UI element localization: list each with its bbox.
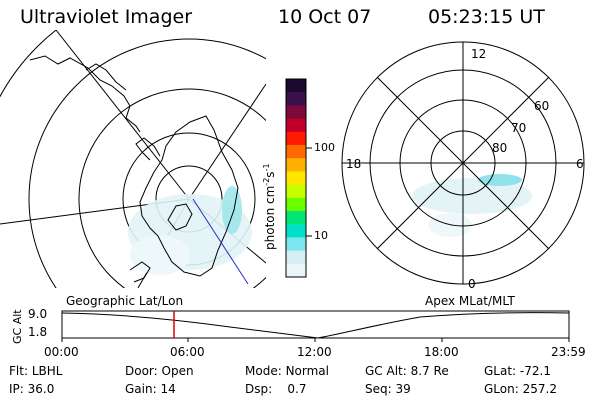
mlat-label: 70 (511, 121, 527, 135)
colorbar-stop (286, 79, 306, 93)
colorbar-stop (286, 171, 306, 186)
altitude-y-tick: 1.8 (28, 325, 48, 339)
altitude-curve (62, 312, 569, 338)
glat-status: GLat: -72.1 (484, 364, 551, 378)
x-tick-label: 00:00 (44, 345, 79, 359)
coastline-antarctica (139, 115, 239, 277)
coastlines (29, 55, 239, 283)
glon-status: GLon: 257.2 (484, 382, 557, 396)
dsp-status: Dsp: 0.7 (245, 382, 307, 396)
lat-circle (28, 38, 266, 288)
colorbar-stop (286, 105, 306, 120)
satellite-ground-track (192, 198, 249, 285)
colorbar-unit-label: photon cm-2s-1 (262, 163, 277, 250)
mlt-label-dawn: 6 (576, 157, 584, 171)
altitude-plot (61, 310, 570, 342)
mlt-label-noon: 12 (471, 47, 487, 61)
mlt-label-dusk: 18 (346, 157, 362, 171)
x-tick-label: 06:00 (170, 345, 205, 359)
colorbar-stop (286, 118, 306, 133)
colorbar-tick-label: 10 (314, 229, 328, 242)
magnetic-map (341, 41, 585, 285)
colorbar-stop (286, 145, 306, 159)
altitude-y-tick: 9.0 (28, 307, 48, 321)
date-label: 10 Oct 07 (278, 6, 372, 28)
mode-status: Mode: Normal (245, 364, 329, 378)
x-tick-label: 12:00 (297, 345, 332, 359)
altitude-plot-frame (61, 310, 570, 339)
coastline-ice-shelf (167, 203, 193, 231)
colorbar-stop (286, 184, 306, 199)
gain-status: Gain: 14 (125, 382, 176, 396)
colorbar-stop (286, 197, 306, 212)
aurora-emission (478, 174, 522, 186)
ip-status: IP: 36.0 (9, 382, 55, 396)
apex-label: Apex MLat/MLT (425, 294, 515, 308)
colorbar-stop (286, 263, 306, 278)
coastline (129, 261, 151, 283)
mlt-label-midnight: 0 (468, 277, 476, 291)
colorbar-stop (286, 131, 306, 146)
colorbar-frame (285, 78, 307, 278)
filter-status: Flt: LBHL (9, 364, 63, 378)
seq-status: Seq: 39 (365, 382, 411, 396)
app-title: Ultraviolet Imager (20, 6, 193, 28)
colorbar-stop (286, 92, 306, 106)
colorbar-stop (286, 211, 306, 225)
colorbar (285, 78, 312, 278)
mlat-label: 80 (492, 141, 508, 155)
gc-alt-status: GC Alt: 8.7 Re (365, 364, 449, 378)
coastline-peninsula (135, 137, 161, 161)
coastline (85, 63, 127, 91)
time-label: 05:23:15 UT (428, 6, 545, 28)
colorbar-stop (286, 224, 306, 238)
x-tick-label: 23:59 (551, 345, 586, 359)
colorbar-tick-label: 100 (314, 141, 335, 154)
colorbar-stop (286, 158, 306, 172)
mlt-line (376, 76, 550, 250)
mlt-lines (342, 42, 584, 284)
altitude-y-label: GC Alt (11, 309, 24, 344)
geographic-label: Geographic Lat/Lon (66, 294, 184, 308)
colorbar-stop (286, 237, 306, 252)
door-status: Door: Open (125, 364, 194, 378)
geographic-map (0, 30, 266, 288)
coastline-south-america (29, 55, 141, 133)
colorbar-stop (286, 250, 306, 265)
lat-circle (78, 88, 266, 288)
lon-line (55, 30, 190, 200)
lon-line (188, 83, 266, 200)
mlat-label: 60 (534, 99, 550, 113)
x-tick-label: 18:00 (424, 345, 459, 359)
